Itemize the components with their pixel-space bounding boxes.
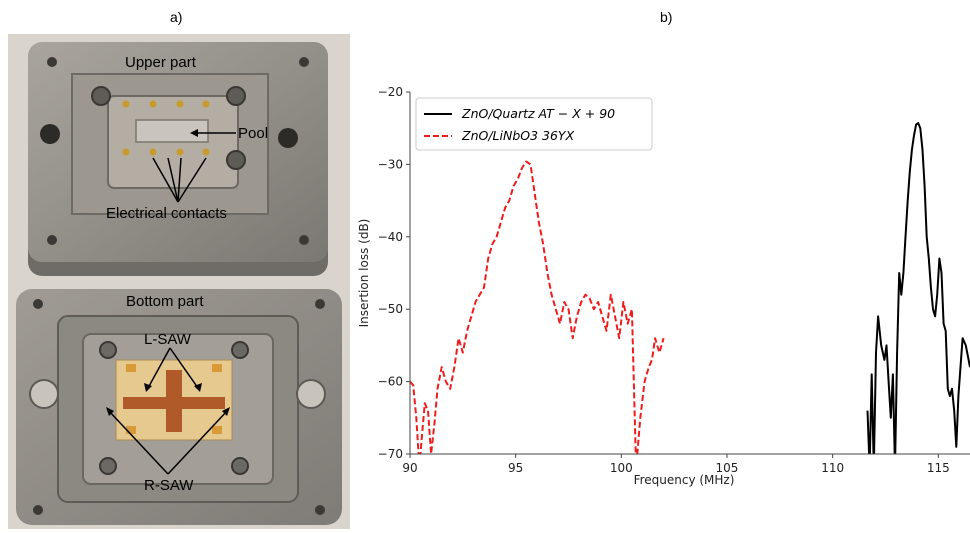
- insertion-loss-chart: 90 95 100 105 110 115 −20 −30 −40 −50 −60 −70 Frequ…: [357, 85, 970, 487]
- bottom-part-label: Bottom part: [126, 293, 204, 310]
- x-tick-label: 105: [716, 461, 739, 475]
- rsaw-label: R-SAW: [144, 477, 194, 494]
- y-tick-label: −20: [378, 85, 403, 99]
- legend: ZnO/Quartz AT − X + 90 ZnO/LiNbO3 36YX: [415, 97, 653, 151]
- panel-a-label: a): [170, 9, 183, 25]
- electrical-contacts-label: Electrical contacts: [106, 205, 227, 222]
- x-tick-label: 95: [508, 461, 523, 475]
- panel-b-label: b): [660, 9, 673, 25]
- series-line-1: [410, 160, 665, 454]
- pool-label: Pool: [238, 125, 268, 142]
- y-tick-label: −40: [378, 230, 403, 244]
- plot-area: [410, 92, 970, 454]
- x-tick-label: 110: [821, 461, 844, 475]
- x-tick-label: 100: [610, 461, 633, 475]
- lsaw-label: L-SAW: [144, 331, 192, 348]
- y-axis-label: Insertion loss (dB): [357, 219, 371, 328]
- upper-part-label: Upper part: [125, 54, 197, 71]
- x-axis-label: Frequency (MHz): [634, 473, 735, 487]
- y-tick-label: −60: [378, 375, 403, 389]
- series-line-0: [866, 122, 970, 454]
- x-tick-label: 115: [927, 461, 950, 475]
- upper-part: Upper part Pool Electrical contacts: [28, 42, 328, 276]
- y-tick-label: −50: [378, 302, 403, 316]
- x-tick-label: 90: [402, 461, 417, 475]
- legend-entry-linbo3: ZnO/LiNbO3 36YX: [461, 128, 575, 143]
- device-photo: Upper part Pool Electrical contacts Bott…: [8, 34, 350, 529]
- legend-entry-quartz: ZnO/Quartz AT − X + 90: [461, 106, 615, 121]
- bottom-part: Bottom part L-SAW R-SAW: [16, 289, 342, 525]
- y-tick-label: −70: [378, 447, 403, 461]
- y-tick-label: −30: [378, 157, 403, 171]
